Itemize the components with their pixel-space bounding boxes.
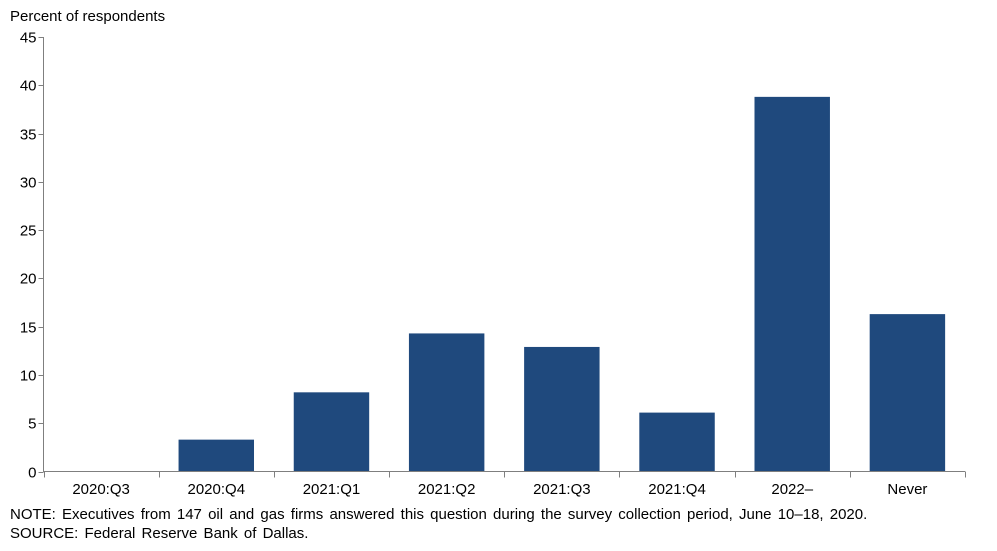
x-tick-label: 2020:Q4 [188,481,246,498]
y-tick-label: 0 [28,465,36,482]
y-tick-label: 35 [20,127,37,144]
x-tick-label: 2022– [771,481,813,498]
bar-chart: Percent of respondents 0 5 10 15 20 25 30 35 40 4… [10,8,966,498]
x-tick-label: 2021:Q1 [303,481,361,498]
x-tick-label: 2021:Q2 [418,481,476,498]
y-tick-label: 25 [20,223,37,240]
bar-3 [408,333,485,471]
bars [178,96,946,471]
x-tick-label: 2020:Q3 [72,481,130,498]
y-tick-label: 10 [20,368,37,385]
y-tick-label: 5 [28,416,36,433]
bar-2 [293,392,370,471]
note-text: NOTE: Executives from 147 oil and gas fi… [10,506,868,523]
bar-1 [178,439,255,471]
bar-4 [524,346,600,471]
x-tick-label: 2021:Q4 [648,481,706,498]
y-tick-label: 20 [20,271,37,288]
x-tick-label: Never [887,481,927,498]
x-axis: 2020:Q3 2020:Q4 2021:Q1 2021:Q2 2021:Q3 2021:… [44,471,966,498]
y-tick-label: 30 [20,175,37,192]
y-axis: 0 5 10 15 20 25 30 35 40 45 [20,30,44,482]
y-axis-label: Percent of respondents [10,8,165,25]
source-text: SOURCE: Federal Reserve Bank of Dallas. [10,525,309,542]
bar-6 [754,96,830,471]
x-tick-label: 2021:Q3 [533,481,591,498]
bar-5 [639,412,715,471]
y-tick-label: 15 [20,320,37,337]
bar-7 [869,314,946,471]
y-tick-label: 45 [20,30,37,47]
y-tick-label: 40 [20,78,37,95]
